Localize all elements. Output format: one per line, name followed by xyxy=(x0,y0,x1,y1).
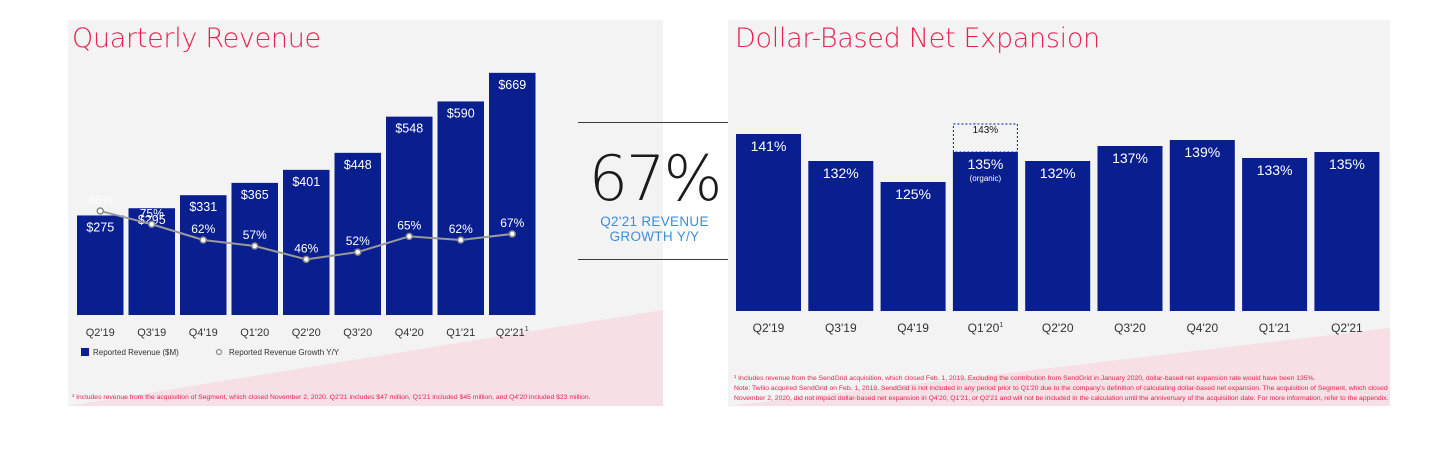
growth-point-label: 57% xyxy=(243,228,267,242)
dbne-bar-label: 137% xyxy=(1112,150,1148,166)
legend-line-swatch xyxy=(215,348,223,356)
growth-point-label: 75% xyxy=(140,206,164,220)
legend-bar-label: Reported Revenue ($M) xyxy=(93,348,179,357)
growth-point xyxy=(302,255,310,264)
dbne-category-label: Q4'19 xyxy=(897,321,929,335)
revenue-bar xyxy=(77,215,124,315)
dbne-bar xyxy=(1242,158,1308,311)
growth-label-line2: GROWTH Y/Y xyxy=(609,229,700,244)
growth-point xyxy=(508,230,516,238)
growth-point-label: 67% xyxy=(500,216,524,230)
growth-point-label: 62% xyxy=(449,222,473,236)
dbne-bar xyxy=(880,182,946,311)
revenue-category-label: Q2'20 xyxy=(292,327,321,339)
dbne-bar-label: 125% xyxy=(895,186,931,202)
background-wedge xyxy=(728,328,1390,406)
revenue-chart-title: Quarterly Revenue xyxy=(72,23,321,54)
revenue-category-label: Q4'20 xyxy=(395,327,424,339)
revenue-category-label: Q3'19 xyxy=(137,327,166,339)
revenue-bar-label: $275 xyxy=(86,220,114,234)
dbne-bar xyxy=(808,161,874,311)
dbne-chart-title: Dollar-Based Net Expansion xyxy=(735,23,1100,54)
background-wedge xyxy=(68,310,663,406)
revenue-category-label: Q1'20 xyxy=(240,327,269,339)
revenue-bar-label: $590 xyxy=(447,106,475,120)
dbne-bar-label: 135% xyxy=(1329,156,1365,172)
growth-point xyxy=(405,232,413,241)
growth-callout: 67% Q2'21 REVENUE GROWTH Y/Y xyxy=(578,122,731,260)
revenue-bar-label: $295 xyxy=(138,213,166,227)
dbne-bar-label: 133% xyxy=(1257,162,1293,178)
revenue-bar-label: $401 xyxy=(292,175,320,189)
dbne-organic-sublabel: (organic) xyxy=(970,174,1002,183)
dbne-bar xyxy=(1314,152,1380,311)
dbne-organic-outline xyxy=(952,123,1018,153)
revenue-bar-label: $548 xyxy=(395,122,423,136)
dbne-category-label: Q3'19 xyxy=(825,321,857,335)
revenue-category-label: Q3'20 xyxy=(343,327,372,339)
revenue-category-label: Q4'19 xyxy=(189,327,218,339)
dbne-bar xyxy=(1025,161,1091,311)
dbne-panel: Dollar-Based Net Expansion 141% Q2'19 132%… xyxy=(728,20,1390,406)
legend-bar-swatch xyxy=(81,348,89,356)
dbne-bar-label: 135% xyxy=(967,156,1003,172)
revenue-bar xyxy=(386,116,433,316)
dbne-footnote-2: Note: Twilio acquired SendGrid on Feb. 1… xyxy=(734,385,1390,392)
revenue-category-label: Q1'21 xyxy=(446,327,475,339)
dbne-chart: 141% Q2'19 132% Q3'19 125% Q4'19 135% Q1'201 143… xyxy=(728,123,1390,406)
growth-point-label: 86% xyxy=(88,193,112,207)
revenue-bar xyxy=(437,101,484,315)
revenue-bar xyxy=(283,169,330,315)
growth-point xyxy=(251,242,259,250)
growth-label-line1: Q2'21 REVENUE xyxy=(600,214,709,229)
growth-value: 67% xyxy=(588,142,723,215)
revenue-bar xyxy=(334,152,381,315)
dbne-bar xyxy=(736,134,801,311)
revenue-chart: $275 Q2'19 $295 Q3'19 $331 Q4'19 $365 Q1'20 $401… xyxy=(68,72,663,406)
growth-point xyxy=(457,236,465,244)
dbne-category-label: Q3'20 xyxy=(1114,321,1146,335)
dbne-category-label: Q1'201 xyxy=(968,321,1004,335)
revenue-bar-label: $448 xyxy=(344,158,372,172)
callout-bottom-rule xyxy=(578,259,731,260)
dbne-category-label: Q1'21 xyxy=(1259,321,1291,335)
growth-point-label: 65% xyxy=(397,218,421,232)
revenue-category-label: Q2'19 xyxy=(86,327,115,339)
legend-line-label: Reported Revenue Growth Y/Y xyxy=(229,348,340,357)
growth-point xyxy=(148,220,156,228)
dbne-footnote-3: November 2, 2020, did not impact dollar-… xyxy=(734,395,1389,402)
callout-top-rule xyxy=(578,122,731,123)
growth-point xyxy=(199,236,207,244)
revenue-bar xyxy=(489,72,536,315)
dbne-bar-label: 132% xyxy=(823,165,859,181)
dbne-bar xyxy=(1097,146,1163,311)
growth-point-label: 46% xyxy=(294,241,318,255)
growth-point xyxy=(96,207,104,215)
dbne-bar xyxy=(952,152,1018,311)
revenue-footnote: ¹ Includes revenue from the acquisition … xyxy=(72,394,591,401)
dbne-category-label: Q2'21 xyxy=(1331,321,1363,335)
growth-point-label: 52% xyxy=(346,234,370,248)
revenue-category-label: Q2'211 xyxy=(496,326,529,339)
dbne-organic-label: 143% xyxy=(973,125,999,136)
revenue-bar-label: $669 xyxy=(498,78,526,92)
dbne-footnote-1: ¹ Includes revenue from the SendGrid acq… xyxy=(734,375,1316,382)
quarterly-revenue-panel: Quarterly Revenue $275 Q2'19 $295 Q3'19 $331… xyxy=(68,20,663,406)
growth-point-label: 62% xyxy=(191,222,215,236)
revenue-bar-label: $365 xyxy=(241,188,269,202)
dbne-category-label: Q4'20 xyxy=(1186,321,1218,335)
dbne-bar xyxy=(1169,140,1235,311)
growth-point xyxy=(354,248,362,256)
revenue-bar-label: $331 xyxy=(189,200,217,214)
dbne-category-label: Q2'20 xyxy=(1042,321,1074,335)
dbne-bar-label: 139% xyxy=(1184,144,1220,160)
revenue-bar xyxy=(180,195,227,315)
dbne-category-label: Q2'19 xyxy=(753,321,785,335)
dbne-bar-label: 141% xyxy=(751,138,787,154)
dbne-bar-label: 132% xyxy=(1040,165,1076,181)
